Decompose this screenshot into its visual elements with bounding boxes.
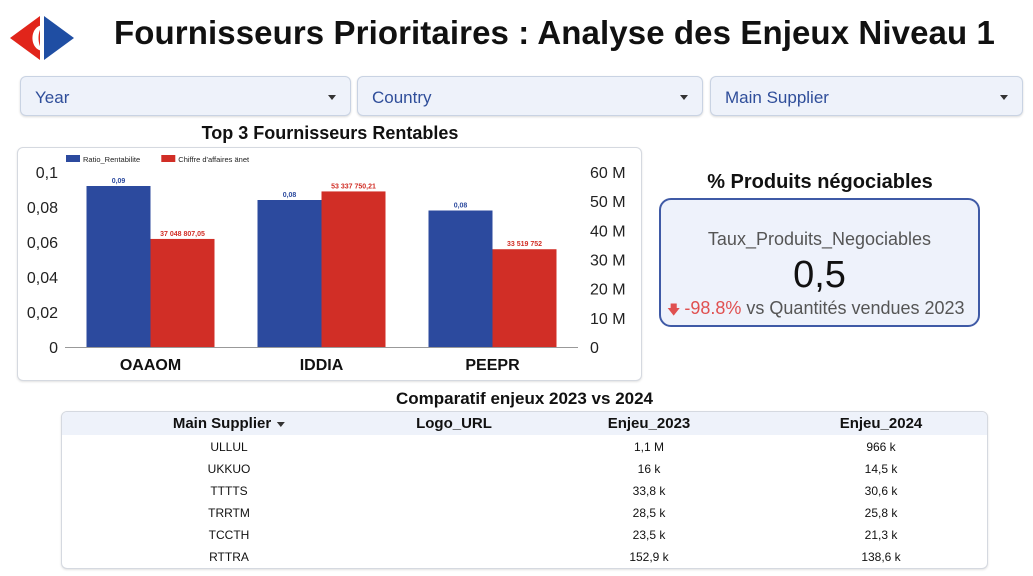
right-axis-tick: 0	[590, 340, 599, 357]
column-header-logo-url[interactable]: Logo_URL	[416, 415, 492, 432]
table-cell-e2023: 16 k	[637, 462, 661, 476]
main-supplier-filter-dropdown[interactable]: Main Supplier	[710, 76, 1023, 116]
table-cell-supplier: UKKUO	[207, 462, 251, 476]
left-axis-tick: 0,1	[36, 165, 58, 182]
logo-white-c	[32, 25, 43, 51]
table-cell-supplier: RTTRA	[209, 550, 249, 564]
bar-data-label: 33 519 752	[507, 241, 542, 248]
bar-data-label: 0,08	[283, 192, 297, 199]
kpi-card: Taux_Produits_Negociables 0,5 🡇 -98.8% vs…	[659, 198, 980, 327]
country-filter-dropdown[interactable]: Country	[357, 76, 703, 116]
table-cell-e2023: 152,9 k	[629, 550, 669, 564]
left-axis-tick: 0,04	[27, 270, 58, 287]
table-row[interactable]: ULLUL 1,1 M 966 k	[62, 437, 987, 459]
table-row[interactable]: UKKUO 16 k 14,5 k	[62, 459, 987, 481]
legend-label[interactable]: Ratio_Rentabilite	[83, 155, 140, 164]
right-axis-tick: 30 M	[590, 253, 626, 270]
legend-swatch	[66, 155, 80, 162]
column-header-enjeu-2023[interactable]: Enjeu_2023	[607, 415, 691, 432]
table-row[interactable]: TCCTH 23,5 k 21,3 k	[62, 525, 987, 547]
left-axis-tick: 0	[49, 340, 58, 357]
main-supplier-filter-label: Main Supplier	[725, 88, 829, 107]
bar-ratio-rentabilite[interactable]	[257, 200, 322, 347]
table-title: Comparatif enjeux 2023 vs 2024	[395, 389, 654, 408]
kpi-value: 0,5	[793, 254, 846, 296]
logo-red-chevron	[10, 16, 40, 60]
bar-data-label: 0,09	[112, 178, 126, 185]
arrow-down-icon: 🡇	[667, 302, 681, 317]
year-filter-label: Year	[35, 88, 70, 107]
bar-ratio-rentabilite[interactable]	[428, 210, 493, 348]
bar-chart-card: Ratio_Rentabilite Chiffre d'affaires änet…	[17, 147, 642, 381]
right-axis: 0 10 M 20 M 30 M 40 M 50 M 60 M	[590, 165, 626, 357]
table-row[interactable]: TTTTS 33,8 k 30,6 k	[62, 481, 987, 503]
country-filter-label: Country	[372, 88, 432, 107]
right-axis-tick: 60 M	[590, 165, 626, 182]
comparison-table: Main Supplier Logo_URL Enjeu_2023 Enjeu_…	[61, 411, 988, 569]
bars-group: 0,09 37 048 807,05 0,08 53 337 750,21 0,08 33…	[86, 178, 557, 348]
chevron-down-icon	[680, 95, 688, 100]
left-axis: 0 0,02 0,04 0,06 0,08 0,1	[27, 165, 578, 357]
table-cell-e2024: 30,6 k	[864, 484, 898, 498]
bar-ratio-rentabilite[interactable]	[86, 186, 151, 347]
chevron-down-icon	[1000, 95, 1008, 100]
bar-chiffre-affaires[interactable]	[321, 191, 386, 347]
carrefour-logo-icon	[10, 16, 74, 60]
sort-caret-icon	[277, 421, 286, 427]
column-header-label: Main Supplier	[172, 415, 272, 432]
bar-data-label: 0,08	[454, 203, 468, 210]
table-cell-e2023: 23,5 k	[632, 528, 666, 542]
left-axis-tick: 0,08	[27, 200, 58, 217]
left-axis-tick: 0,02	[27, 305, 58, 322]
legend-label[interactable]: Chiffre d'affaires änet	[178, 155, 250, 164]
category-label: IDDIA	[300, 357, 344, 374]
left-axis-tick: 0,06	[27, 235, 58, 252]
table-cell-e2024: 14,5 k	[864, 462, 898, 476]
kpi-delta: 🡇 -98.8% vs Quantités vendues 2023	[667, 298, 965, 323]
category-label: OAAOM	[120, 357, 181, 374]
right-axis-tick: 50 M	[590, 194, 626, 211]
bar-data-label: 37 048 807,05	[160, 231, 205, 238]
table-cell-supplier: ULLUL	[210, 440, 248, 454]
chart-legend: Ratio_Rentabilite Chiffre d'affaires änet	[66, 155, 250, 164]
table-cell-e2023: 1,1 M	[633, 440, 665, 454]
right-axis-tick: 10 M	[590, 311, 626, 328]
table-cell-e2024: 25,8 k	[864, 506, 898, 520]
table-cell-supplier: TCCTH	[208, 528, 250, 542]
legend-swatch	[161, 155, 176, 162]
bar-chiffre-affaires[interactable]	[150, 238, 215, 347]
kpi-delta-value: -98.8%	[684, 298, 742, 318]
category-labels: OAAOM IDDIA PEEPR	[120, 357, 520, 374]
bar-chart-title: Top 3 Fournisseurs Rentables	[201, 123, 459, 143]
table-row[interactable]: TRRTM 28,5 k 25,8 k	[62, 503, 987, 525]
right-axis-tick: 20 M	[590, 282, 626, 299]
logo-blue-chevron	[44, 16, 74, 60]
table-cell-e2024: 21,3 k	[864, 528, 898, 542]
table-cell-supplier: TRRTM	[208, 506, 250, 520]
category-label: PEEPR	[465, 357, 520, 374]
bar-chiffre-affaires[interactable]	[492, 249, 557, 347]
right-axis-tick: 40 M	[590, 223, 626, 240]
year-filter-dropdown[interactable]: Year	[20, 76, 351, 116]
table-cell-e2024: 138,6 k	[861, 550, 901, 564]
kpi-label: Taux_Produits_Negociables	[707, 229, 932, 249]
chevron-down-icon	[328, 95, 336, 100]
kpi-delta-text: vs Quantités vendues 2023	[741, 298, 965, 318]
table-cell-e2024: 966 k	[866, 440, 896, 454]
table-cell-e2023: 28,5 k	[632, 506, 666, 520]
column-header-main-supplier[interactable]: Main Supplier	[172, 415, 286, 432]
bar-data-label: 53 337 750,21	[331, 183, 376, 190]
table-cell-e2023: 33,8 k	[632, 484, 666, 498]
table-header: Main Supplier Logo_URL Enjeu_2023 Enjeu_…	[62, 412, 987, 435]
kpi-section-title: % Produits négociables	[707, 171, 933, 193]
table-cell-supplier: TTTTS	[210, 484, 248, 498]
bar-chart: Ratio_Rentabilite Chiffre d'affaires änet…	[27, 155, 626, 374]
table-row[interactable]: RTTRA 152,9 k 138,6 k	[62, 547, 987, 568]
page-title: Fournisseurs Prioritaires : Analyse des …	[114, 14, 995, 51]
column-header-enjeu-2024[interactable]: Enjeu_2024	[839, 415, 923, 432]
